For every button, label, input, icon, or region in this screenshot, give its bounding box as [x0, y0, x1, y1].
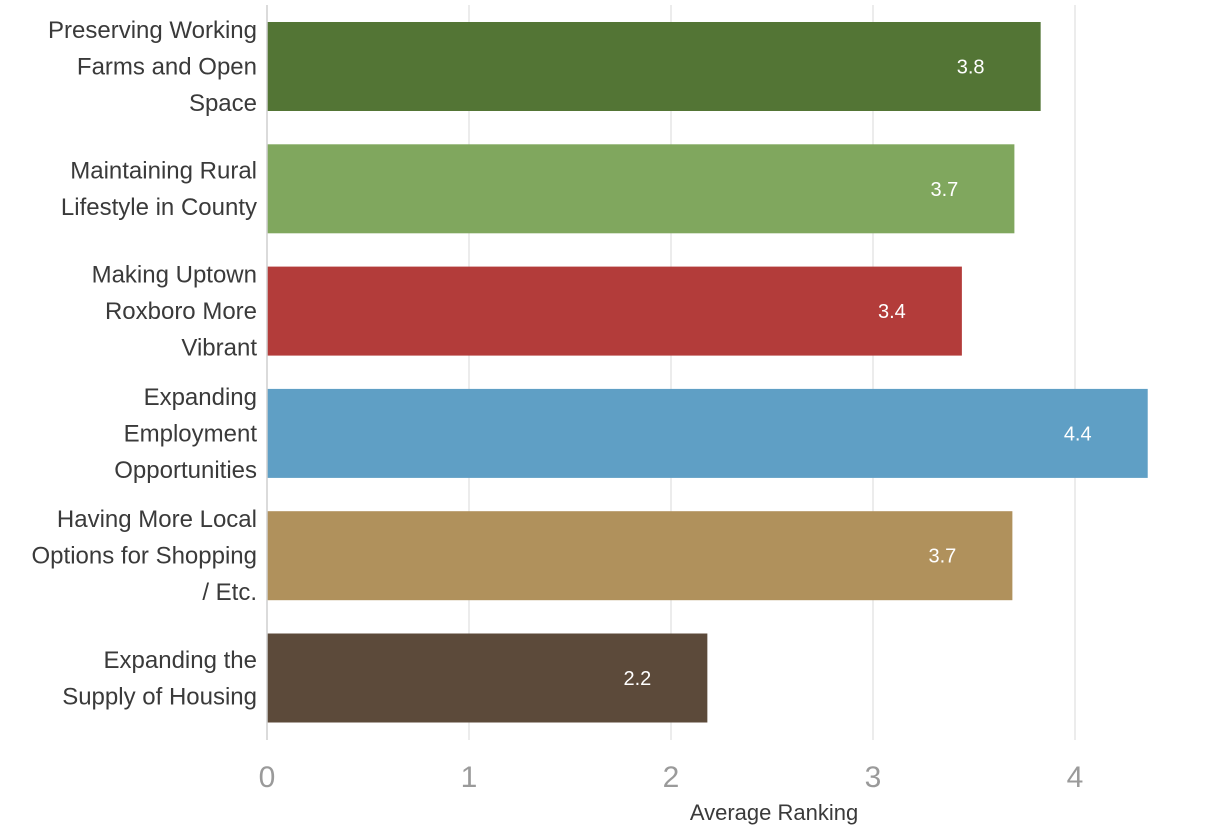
gridlines	[468, 5, 1076, 740]
bar-value-label: 3.7	[928, 546, 956, 568]
bar	[267, 388, 1148, 478]
category-label-line: Vibrant	[181, 335, 257, 362]
bar-value-label: 3.8	[957, 57, 985, 79]
category-label: Having More Local Options for Shopping / E…	[32, 506, 257, 606]
category-label-line: Options for Shopping	[32, 543, 257, 570]
category-label-line: Expanding	[144, 384, 257, 411]
category-label-line: Farms and Open	[77, 54, 257, 81]
category-label: Expanding Employment Opportunities	[114, 384, 257, 484]
x-tick-label: 3	[865, 761, 882, 794]
category-labels: Preserving Working Farms and Open Space Mai…	[32, 17, 258, 710]
category-label-line: Having More Local	[57, 506, 257, 533]
category-label-line: Maintaining Rural	[70, 158, 257, 185]
category-label-line: Lifestyle in County	[61, 194, 257, 221]
bar	[267, 266, 962, 356]
category-label: Preserving Working Farms and Open Space	[48, 17, 257, 117]
category-label-line: Expanding the	[104, 647, 257, 674]
category-label-line: Preserving Working	[48, 17, 257, 44]
category-label-line: Roxboro More	[105, 298, 257, 325]
bar	[267, 144, 1015, 234]
bar	[267, 511, 1013, 601]
x-tick-label: 4	[1067, 761, 1084, 794]
category-label-line: Making Uptown	[92, 262, 257, 289]
x-tick-label: 1	[461, 761, 478, 794]
category-label: Expanding the Supply of Housing	[62, 647, 257, 711]
bar	[267, 22, 1041, 111]
category-label-line: / Etc.	[202, 579, 257, 606]
x-tick-label: 2	[663, 761, 680, 794]
category-label-line: Employment	[124, 420, 258, 447]
category-label: Making Uptown Roxboro More Vibrant	[92, 262, 258, 362]
x-axis-ticks: 0 1 2 3 4	[259, 761, 1084, 794]
bars: 3.8 3.7 3.4 4.4 3.7 2.2	[267, 22, 1148, 723]
bar-value-label: 4.4	[1064, 423, 1092, 445]
category-label: Maintaining Rural Lifestyle in County	[61, 158, 257, 222]
bar-value-label: 3.4	[878, 301, 906, 323]
category-label-line: Opportunities	[114, 457, 257, 484]
bar-value-label: 3.7	[930, 179, 958, 201]
bar-value-label: 2.2	[623, 668, 651, 690]
x-tick-label: 0	[259, 761, 276, 794]
bar	[267, 633, 708, 723]
category-label-line: Supply of Housing	[62, 683, 257, 710]
category-label-line: Space	[189, 90, 257, 117]
x-axis-title: Average Ranking	[690, 800, 858, 825]
